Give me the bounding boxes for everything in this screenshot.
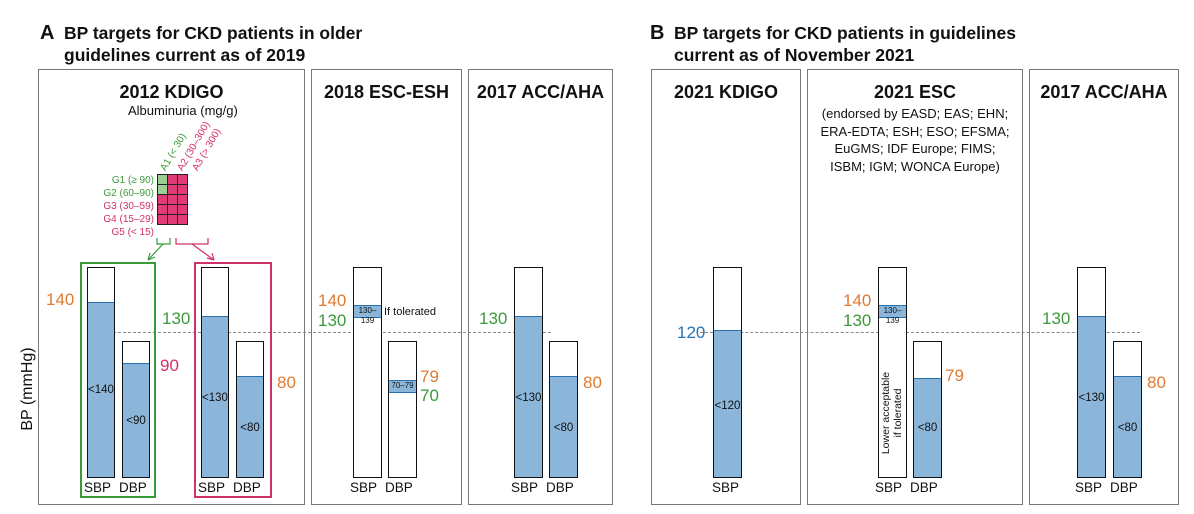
panel-b-title-line1: BP targets for CKD patients in guideline… xyxy=(674,23,1016,43)
esc-2021-endorsement: (endorsed by EASD; EAS; EHN; ERA-EDTA; E… xyxy=(807,105,1023,175)
esc-esh-2018-dbp-upper: 79 xyxy=(420,367,439,386)
acc-aha-2017-a-title: 2017 ACC/AHA xyxy=(476,82,605,102)
esc-esh-2018-sbp-lower: 130 xyxy=(318,311,347,330)
acc-aha-a-dbp-target: 80 xyxy=(583,373,602,392)
esc-2021-dbp-label: <80 xyxy=(917,422,938,434)
esc-2021-sbp-band: 130–139 xyxy=(879,305,906,325)
esc-esh-2018-x2: DBP xyxy=(385,480,413,495)
kdigo-2021-box xyxy=(651,69,801,505)
kdigo-2012-g2-dbp-bar: <80 xyxy=(236,341,264,478)
esc-esh-2018-dbp-lower: 70 xyxy=(420,386,439,405)
kdigo-2012-group2-frame xyxy=(194,262,272,498)
y-axis-label: BP (mmHg) xyxy=(19,347,36,431)
acc-aha-a-sbp-target: 130 xyxy=(479,309,508,328)
acc-aha-b-dbp-target: 80 xyxy=(1147,373,1166,392)
esc-2021-sbp-upper: 140 xyxy=(843,291,872,310)
panel-a-letter: A xyxy=(40,22,55,44)
acc-aha-2017-a-box xyxy=(468,69,613,505)
acc-aha-2017-b-title: 2017 ACC/AHA xyxy=(1040,82,1168,102)
esc-esh-2018-sbp-upper: 140 xyxy=(318,291,347,310)
esc-esh-2018-x1: SBP xyxy=(350,480,378,495)
kdigo-2012-g2-dbp-label: <80 xyxy=(240,422,260,434)
kdigo-2012-g1-sbp-bar: <140 xyxy=(87,267,115,478)
acc-aha-b-dbp-label: <80 xyxy=(1117,422,1138,434)
acc-aha-a-x1: SBP xyxy=(511,480,539,495)
acc-aha-b-sbp-bar: <130 xyxy=(1077,267,1106,478)
panel-b-letter: B xyxy=(650,22,665,44)
g5-label: G5 (< 15) xyxy=(111,227,154,238)
kdigo-2021-sbp-target: 120 xyxy=(677,323,706,342)
kdigo-2012-g1-x2: DBP xyxy=(119,480,147,495)
acc-aha-b-x2: DBP xyxy=(1110,480,1138,495)
esc-2021-lower-note: Lower acceptable if tolerated xyxy=(880,358,904,468)
esc-esh-2018-sbp-bar: 130–139 xyxy=(353,267,382,478)
esc-2021-dbp-target: 79 xyxy=(945,366,964,385)
esc-esh-2018-sbp-band: 130–139 xyxy=(354,305,381,325)
esc-2021-x1: SBP xyxy=(875,480,903,495)
panel-b-title-line2: current as of November 2021 xyxy=(674,45,915,65)
esc-esh-2018-title: 2018 ESC-ESH xyxy=(323,82,450,102)
acc-aha-a-dbp-label: <80 xyxy=(553,422,574,434)
kdigo-2012-box xyxy=(38,69,305,505)
g3-label: G3 (30–59) xyxy=(103,201,154,212)
acc-aha-a-sbp-label: <130 xyxy=(515,392,542,404)
acc-aha-a-sbp-bar: <130 xyxy=(514,267,543,478)
esc-2021-x2: DBP xyxy=(910,480,938,495)
esc-2021-sbp-bar: 130–139 xyxy=(878,267,907,478)
kdigo-2012-g2-dbp-target: 80 xyxy=(277,373,296,392)
panel-b-title: BP targets for CKD patients in guideline… xyxy=(674,22,1016,66)
albuminuria-label: Albuminuria (mg/g) xyxy=(128,103,238,118)
esc-2021-endorsement-line1: (endorsed by EASD; EAS; EHN; xyxy=(821,106,1009,121)
g2-label: G2 (60–90) xyxy=(103,188,154,199)
panel-a-title-line1: BP targets for CKD patients in older xyxy=(64,23,363,43)
kdigo-2012-g2-sbp-target: 130 xyxy=(162,309,191,328)
kdigo-2021-x1: SBP xyxy=(712,480,740,495)
panel-a-title: BP targets for CKD patients in older gui… xyxy=(64,22,362,66)
esc-2021-dbp-bar: <80 xyxy=(913,341,942,478)
kdigo-2012-g2-x1: SBP xyxy=(198,480,226,495)
kdigo-2021-sbp-bar: <120 xyxy=(713,267,742,478)
g1-label: G1 (≥ 90) xyxy=(111,175,154,186)
esc-2021-endorsement-line2: ERA-EDTA; ESH; ESO; EFSMA; xyxy=(820,123,1010,139)
kdigo-2012-g1-sbp-label: <140 xyxy=(88,384,114,396)
esc-2021-title: 2021 ESC xyxy=(873,82,957,102)
acc-aha-a-dbp-bar: <80 xyxy=(549,341,578,478)
acc-aha-2017-b-box xyxy=(1029,69,1179,505)
kdigo-2012-g1-sbp-target: 140 xyxy=(46,290,75,309)
esc-2021-endorsement-line4: ISBM; IGM; WONCA Europe) xyxy=(830,158,1000,174)
esc-esh-2018-dbp-band: 70–79 xyxy=(389,380,416,393)
reference-line-a xyxy=(88,332,551,333)
kdigo-2012-group1-frame xyxy=(80,262,156,498)
kdigo-2021-title: 2021 KDIGO xyxy=(673,82,779,102)
reference-line-b xyxy=(700,332,1140,333)
esc-2021-lower-note-line1: Lower acceptable xyxy=(880,371,892,455)
esc-2021-sbp-lower: 130 xyxy=(843,311,872,330)
kdigo-2012-g2-x2: DBP xyxy=(233,480,261,495)
esc-2021-box xyxy=(807,69,1023,505)
acc-aha-b-dbp-bar: <80 xyxy=(1113,341,1142,478)
g4-label: G4 (15–29) xyxy=(103,214,154,225)
kdigo-2012-g2-sbp-label: <130 xyxy=(202,392,228,404)
kdigo-2012-g1-dbp-target: 90 xyxy=(160,356,179,375)
acc-aha-b-x1: SBP xyxy=(1075,480,1103,495)
kdigo-2012-g2-sbp-bar: <130 xyxy=(201,267,229,478)
kdigo-2021-sbp-label: <120 xyxy=(714,400,741,412)
acc-aha-a-x2: DBP xyxy=(546,480,574,495)
kdigo-2012-g1-dbp-label: <90 xyxy=(126,415,146,427)
esc-2021-endorsement-line3: EuGMS; IDF Europe; FIMS; xyxy=(834,141,996,156)
kdigo-2012-g1-dbp-bar: <90 xyxy=(122,341,150,478)
panel-a-title-line2: guidelines current as of 2019 xyxy=(64,45,306,65)
kdigo-2012-g1-x1: SBP xyxy=(84,480,112,495)
esc-esh-2018-if-tolerated: If tolerated xyxy=(384,306,436,318)
esc-esh-2018-dbp-bar: 70–79 xyxy=(388,341,417,478)
acc-aha-b-sbp-label: <130 xyxy=(1078,392,1105,404)
esc-2021-lower-note-line2: if tolerated xyxy=(892,388,904,438)
acc-aha-b-sbp-target: 130 xyxy=(1042,309,1071,328)
grid-arrows xyxy=(147,238,215,261)
ckd-risk-grid xyxy=(157,174,188,225)
esc-esh-2018-box xyxy=(311,69,462,505)
kdigo-2012-title: 2012 KDIGO xyxy=(119,82,224,102)
